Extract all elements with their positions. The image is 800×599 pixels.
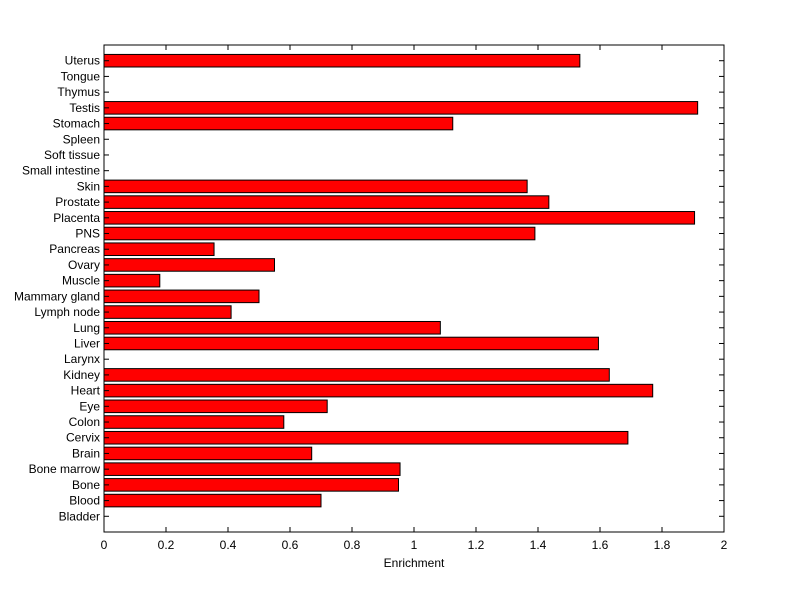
bar-lymph-node — [103, 305, 232, 319]
bar-bone — [103, 478, 399, 492]
category-label-skin: Skin — [77, 179, 100, 193]
category-label-placenta: Placenta — [53, 211, 100, 225]
bar-bone-marrow — [103, 462, 401, 476]
category-label-larynx: Larynx — [64, 352, 100, 366]
bar-liver — [103, 336, 599, 351]
x-tick-label-7: 1.4 — [530, 538, 547, 552]
bar-lung — [103, 320, 441, 335]
category-label-lung: Lung — [73, 321, 100, 335]
bar-pancreas — [103, 242, 215, 257]
category-label-testis: Testis — [69, 101, 100, 115]
bar-heart — [103, 383, 654, 398]
category-label-pns: PNS — [75, 227, 100, 241]
x-tick-label-6: 1.2 — [468, 538, 485, 552]
category-label-brain: Brain — [72, 446, 100, 460]
bar-testis — [103, 101, 699, 115]
bar-cervix — [103, 430, 629, 445]
category-label-pancreas: Pancreas — [49, 242, 100, 256]
category-label-bone-marrow: Bone marrow — [29, 462, 101, 476]
category-label-eye: Eye — [79, 399, 100, 413]
bar-ovary — [103, 258, 275, 272]
bar-prostate — [103, 195, 550, 209]
x-tick-label-8: 1.6 — [592, 538, 609, 552]
category-label-blood: Blood — [69, 494, 100, 508]
category-label-heart: Heart — [71, 384, 101, 398]
category-label-kidney: Kidney — [63, 368, 100, 382]
x-tick-label-10: 2 — [721, 538, 728, 552]
x-tick-labels: 0 0.2 0.4 0.6 0.8 1 1.2 1.4 1.6 1.8 2 — [101, 538, 728, 552]
bar-mammary-gland — [103, 289, 260, 304]
category-label-mammary-gland: Mammary gland — [14, 289, 100, 303]
category-label-bone: Bone — [72, 478, 100, 492]
x-tick-label-0: 0 — [101, 538, 108, 552]
category-label-uterus: Uterus — [65, 54, 100, 68]
category-label-bladder: Bladder — [59, 509, 100, 523]
bar-kidney — [103, 368, 610, 382]
ticks-group — [103, 45, 725, 532]
bar-pns — [103, 226, 536, 241]
category-label-cervix: Cervix — [66, 431, 100, 445]
category-label-ovary: Ovary — [68, 258, 100, 272]
category-label-prostate: Prostate — [55, 195, 100, 209]
category-label-lymph-node: Lymph node — [34, 305, 100, 319]
bar-blood — [103, 493, 322, 508]
x-tick-label-2: 0.4 — [220, 538, 237, 552]
bar-placenta — [103, 211, 696, 225]
bar-stomach — [103, 116, 454, 131]
category-label-thymus: Thymus — [57, 85, 100, 99]
x-axis-label: Enrichment — [384, 556, 445, 570]
bar-eye — [103, 399, 328, 414]
category-label-muscle: Muscle — [62, 274, 100, 288]
bar-skin — [103, 179, 528, 194]
category-label-liver: Liver — [74, 336, 100, 350]
category-label-spleen: Spleen — [63, 132, 100, 146]
bar-brain — [103, 446, 313, 461]
x-tick-label-5: 1 — [411, 538, 418, 552]
x-tick-label-1: 0.2 — [158, 538, 175, 552]
bar-muscle — [103, 273, 161, 288]
category-label-colon: Colon — [69, 415, 100, 429]
x-tick-label-4: 0.8 — [344, 538, 361, 552]
category-label-small-intestine: Small intestine — [22, 164, 100, 178]
category-label-soft-tissue: Soft tissue — [44, 148, 100, 162]
x-tick-label-9: 1.8 — [654, 538, 671, 552]
x-tick-label-3: 0.6 — [282, 538, 299, 552]
bar-uterus — [103, 53, 581, 68]
category-label-tongue: Tongue — [61, 69, 101, 83]
category-label-stomach: Stomach — [53, 117, 100, 131]
axes-frame — [103, 44, 725, 533]
bar-colon — [103, 415, 285, 429]
